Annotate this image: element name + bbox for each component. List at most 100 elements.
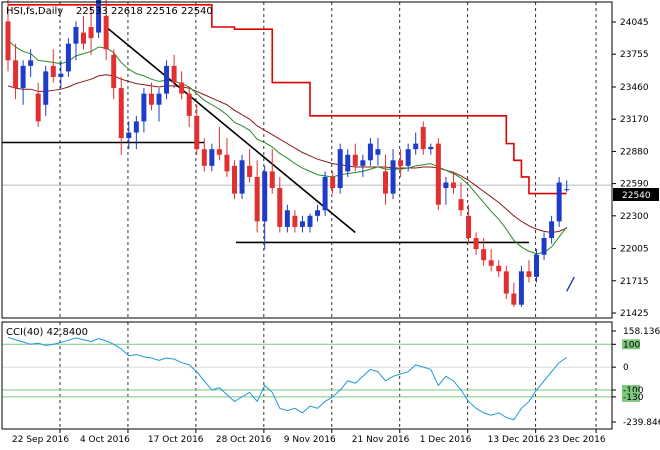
axis-layer: 24045 23755 23460 23170 22880 22590 22300 22005… <box>12 18 660 445</box>
candle-body <box>360 160 366 166</box>
candle-body <box>73 26 79 44</box>
x-tick-label: 28 Oct 2016 <box>216 435 272 445</box>
x-tick-label: 22 Sep 2016 <box>12 435 69 445</box>
candle-body <box>488 260 494 266</box>
ema-slow-line <box>7 74 567 233</box>
cci-y-tick-label: 100 <box>623 340 640 350</box>
candle-body <box>216 149 222 155</box>
candle-body <box>518 271 524 305</box>
candle-body <box>194 115 200 150</box>
candle-body <box>496 265 502 272</box>
cci-y-tick-label: 0 <box>623 363 629 373</box>
candle-body <box>413 143 419 150</box>
candle-body <box>481 249 487 261</box>
candle-body <box>133 121 139 133</box>
price-y-tick-label: 24045 <box>620 18 649 28</box>
candle-body <box>307 215 313 227</box>
price-y-tick-label: 22590 <box>620 180 649 190</box>
candle-body <box>277 188 283 227</box>
candle-body <box>556 182 562 222</box>
last-price-tag <box>613 188 659 201</box>
candle-body <box>28 60 34 66</box>
candle-body <box>103 15 109 50</box>
candle-body <box>367 143 373 161</box>
cci-level-tag <box>622 385 640 396</box>
candle-body <box>390 160 396 194</box>
candle-body <box>420 126 426 150</box>
x-tick-label: 1 Dec 2016 <box>420 435 472 445</box>
candle-body <box>224 154 230 172</box>
ema-fast-line <box>7 39 568 255</box>
candle-body <box>13 60 19 89</box>
cci-level-tag <box>622 391 640 402</box>
candle-body <box>337 149 343 189</box>
x-tick-label: 13 Dec 2016 <box>488 435 546 445</box>
price-y-tick-label: 23755 <box>620 50 649 60</box>
price-y-tick-label: 23170 <box>620 115 649 125</box>
candle-body <box>262 171 268 222</box>
candle-body <box>473 238 479 250</box>
trend-line <box>105 26 356 234</box>
candle-body <box>466 215 472 239</box>
candle-body <box>383 171 388 194</box>
candle-body <box>156 93 162 105</box>
price-y-tick-label: 22005 <box>620 245 649 255</box>
overlay-layer <box>2 3 612 292</box>
cci-panel-frame <box>1 321 613 430</box>
candle-body <box>443 182 449 189</box>
price-y-tick-label: 21425 <box>620 309 649 319</box>
candle-body <box>511 293 517 305</box>
price-y-tick-label: 21715 <box>620 277 649 287</box>
candle-body <box>534 254 539 277</box>
cci-layer <box>2 336 612 421</box>
x-tick-label: 21 Nov 2016 <box>352 435 410 445</box>
trailing-stop-line <box>8 3 567 195</box>
x-tick-label: 9 Nov 2016 <box>284 435 336 445</box>
candle-body <box>292 215 298 227</box>
cci-y-tick-label: -239.846 <box>623 418 660 428</box>
x-tick-label: 17 Oct 2016 <box>148 435 204 445</box>
candle-body <box>96 0 102 33</box>
chart-ohlc-label: 22533 22618 22516 22540 <box>76 6 213 17</box>
candle-body <box>111 54 117 89</box>
cci-y-tick-label: -130 <box>623 393 644 403</box>
cci-title: CCI(40) 42.8400 <box>6 327 88 338</box>
candle-layer <box>5 0 570 307</box>
candle-body <box>20 65 26 89</box>
grid-layer <box>59 2 597 429</box>
candle-body <box>179 82 185 94</box>
candle-body <box>284 210 290 227</box>
candle-body <box>549 221 555 239</box>
candle-body <box>269 171 275 189</box>
candle-body <box>322 176 328 211</box>
candle-body <box>171 65 177 83</box>
candle-body <box>435 143 441 205</box>
candle-body <box>81 32 86 44</box>
candle-body <box>458 199 464 211</box>
price-y-tick-label: 23460 <box>620 83 649 93</box>
candle-body <box>375 149 381 155</box>
candle-body <box>65 43 71 72</box>
chart-symbol-label: HSI,fs,Daily <box>6 6 63 17</box>
candle-body <box>126 132 132 139</box>
x-tick-label: 4 Oct 2016 <box>80 435 130 445</box>
candle-body <box>450 182 456 189</box>
cci-level-tag <box>622 339 640 350</box>
candle-body <box>164 65 170 94</box>
candle-body <box>201 149 207 166</box>
candle-body <box>541 238 547 255</box>
candle-body <box>186 93 192 116</box>
candle-body <box>405 149 411 166</box>
candle-body <box>564 189 570 191</box>
candle-body <box>209 149 215 166</box>
candle-body <box>526 271 532 277</box>
candle-body <box>345 154 351 172</box>
candle-body <box>88 26 94 39</box>
candle-body <box>118 88 124 139</box>
candle-body <box>5 21 11 61</box>
candle-body <box>148 93 154 105</box>
price-y-tick-label: 22300 <box>620 212 649 222</box>
candle-body <box>232 165 237 194</box>
